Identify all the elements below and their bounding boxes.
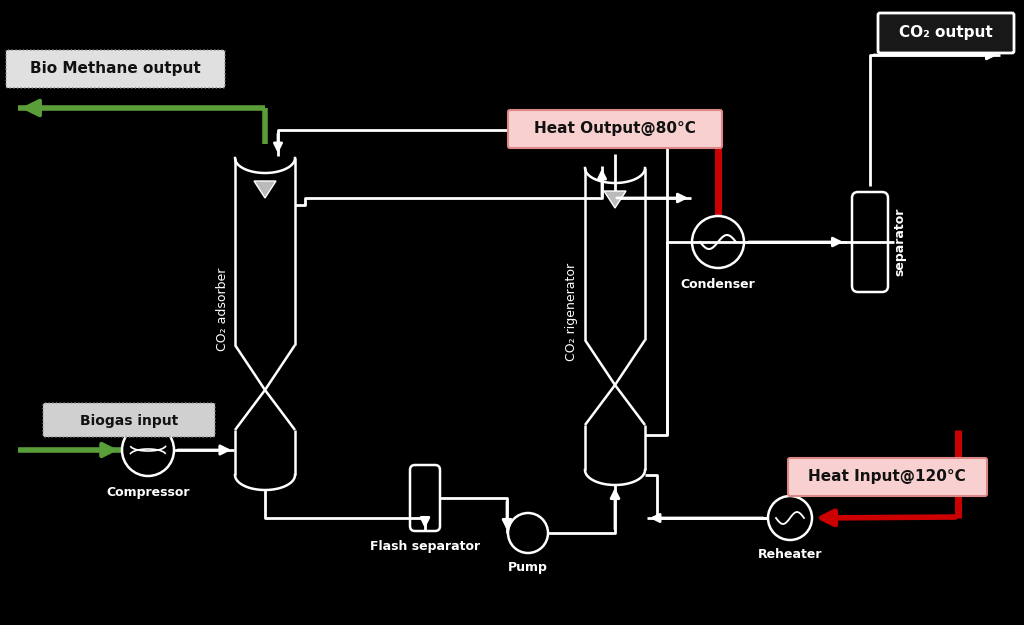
Text: Condenser: Condenser	[681, 278, 756, 291]
Polygon shape	[604, 191, 626, 208]
Text: Biogas input: Biogas input	[80, 414, 178, 428]
Text: Compressor: Compressor	[106, 486, 189, 499]
Polygon shape	[254, 181, 276, 198]
Text: Heat Input@120°C: Heat Input@120°C	[808, 469, 966, 484]
FancyBboxPatch shape	[508, 110, 722, 148]
FancyBboxPatch shape	[788, 458, 987, 496]
Text: Pump: Pump	[508, 561, 548, 574]
Text: CO₂ output: CO₂ output	[899, 26, 993, 41]
Text: Heat Output@80°C: Heat Output@80°C	[535, 121, 696, 136]
Text: CO₂ adsorber: CO₂ adsorber	[215, 268, 228, 351]
FancyBboxPatch shape	[6, 50, 225, 88]
Text: Reheater: Reheater	[758, 548, 822, 561]
Text: separator: separator	[894, 208, 906, 276]
Text: Flash separator: Flash separator	[370, 540, 480, 553]
FancyBboxPatch shape	[43, 403, 215, 437]
FancyBboxPatch shape	[878, 13, 1014, 53]
Text: CO₂ rigenerator: CO₂ rigenerator	[565, 262, 579, 361]
Text: Bio Methane output: Bio Methane output	[30, 61, 201, 76]
